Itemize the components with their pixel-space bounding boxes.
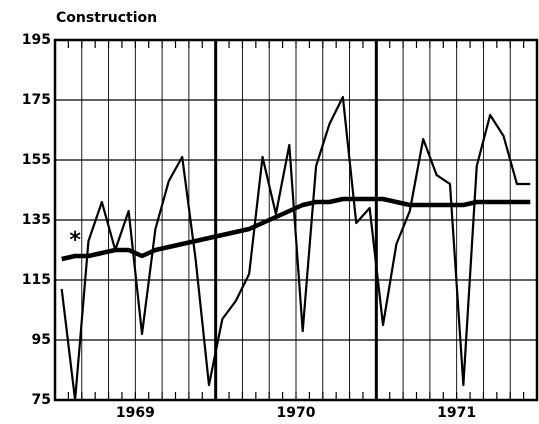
x-tick-label: 1971 xyxy=(437,405,476,421)
y-tick-label: 95 xyxy=(32,332,51,348)
y-tick-label: 75 xyxy=(32,392,51,408)
y-tick-label: 135 xyxy=(22,212,51,228)
x-tick-label: 1970 xyxy=(277,405,316,421)
y-tick-label: 155 xyxy=(22,152,51,168)
y-tick-label: 115 xyxy=(22,272,51,288)
x-tick-label: 1969 xyxy=(116,405,155,421)
annotation: * xyxy=(69,228,81,253)
data-line xyxy=(61,196,531,262)
data-line xyxy=(60,95,531,402)
chart-title: Construction xyxy=(56,10,157,26)
y-tick-label: 175 xyxy=(22,92,51,108)
y-tick-label: 195 xyxy=(22,32,51,48)
